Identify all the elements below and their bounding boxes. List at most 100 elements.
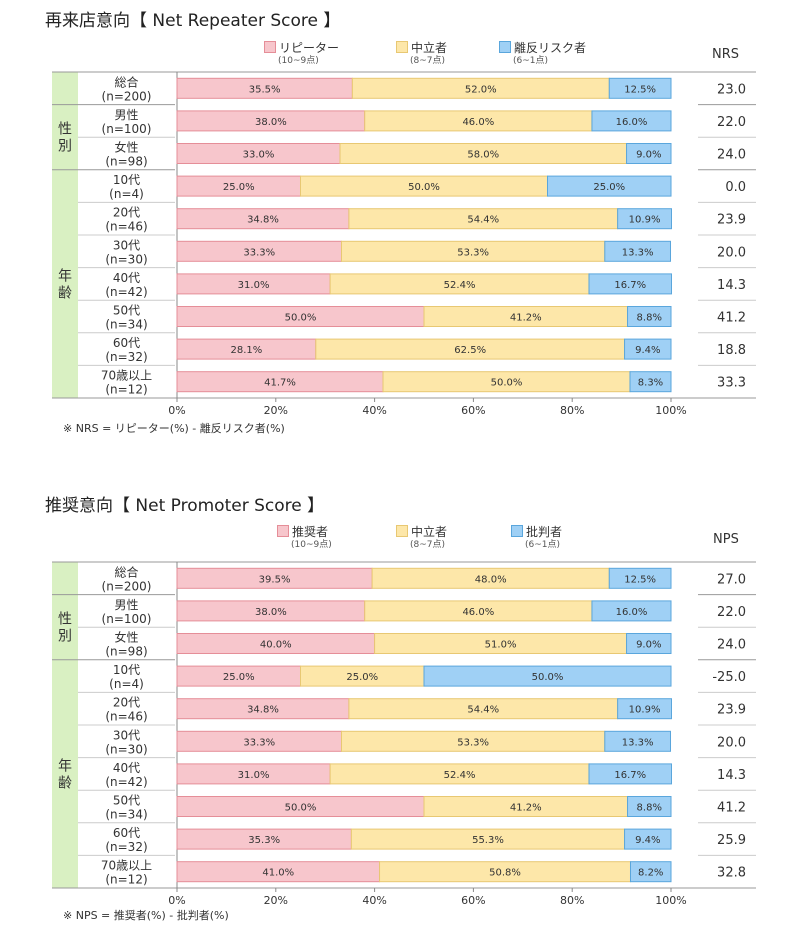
chart2-bar-segment: [423, 665, 672, 687]
chart1-row-label: 女性: [114, 140, 138, 155]
chart2-row-sample: (n=100): [102, 612, 152, 626]
chart1-row-label: 20代: [113, 206, 140, 220]
chart1-score-value: 20.0: [717, 245, 746, 260]
chart2-bar-segment: [604, 730, 672, 752]
chart1-row-label: 30代: [113, 238, 140, 252]
chart1-bar-segment: [627, 306, 672, 327]
chart2-row-sample: (n=34): [105, 808, 147, 822]
chart2-group-bg: [52, 594, 78, 660]
chart2-bar-label: 13.3%: [622, 737, 654, 748]
chart1-group-bg: [52, 169, 78, 398]
chart2-row-sample: (n=12): [105, 873, 147, 887]
chart1-x-tick-label: 80%: [560, 404, 584, 417]
chart2-row-sample: (n=46): [105, 710, 147, 724]
chart1-score-value: 23.0: [717, 82, 746, 97]
legend-swatch-icon: [511, 525, 523, 537]
chart1-bar-label: 50.0%: [491, 378, 523, 389]
legend-label: 中立者: [411, 41, 448, 55]
chart2-x-tick-label: 40%: [362, 894, 386, 907]
chart1-row-sample: (n=30): [105, 252, 147, 266]
legend-label: 離反リスク者: [514, 41, 587, 55]
chart2-note: ※ NPS = 推奨者(%) - 批判者(%): [63, 909, 229, 922]
chart1-x-tick-label: 40%: [362, 404, 386, 417]
chart2-bar-segment: [588, 763, 672, 785]
chart1-score-value: 0.0: [725, 180, 746, 195]
legend-sub: (6~1点): [513, 56, 549, 66]
chart1-bar-label: 58.0%: [467, 150, 499, 161]
chart2-bar-label: 52.4%: [444, 770, 476, 781]
chart1-row-label: 総合: [114, 74, 138, 89]
chart2-x-tick-label: 20%: [264, 894, 288, 907]
chart1-bar-label: 53.3%: [457, 247, 489, 258]
chart2-bar-label: 8.2%: [638, 868, 663, 879]
chart2-bar-label: 8.8%: [637, 803, 662, 814]
chart1-bar-label: 16.7%: [614, 280, 646, 291]
chart1-bar-label: 25.0%: [593, 182, 625, 193]
chart1-bar-segment: [547, 175, 672, 197]
chart2-score-header: NPS: [713, 532, 739, 547]
chart1-row-sample: (n=200): [102, 89, 152, 103]
chart2-bar-label: 9.0%: [636, 640, 661, 651]
chart1-bar-label: 52.0%: [465, 84, 497, 95]
chart2-bar-label: 12.5%: [624, 574, 656, 585]
chart2-bar-label: 54.4%: [467, 705, 499, 716]
chart2-row-sample: (n=4): [109, 677, 144, 691]
chart1-legend-neutral: 中立者 (8~7点): [396, 39, 447, 66]
chart1-bar-label: 25.0%: [223, 182, 255, 193]
chart2-row-label: 70歳以上: [101, 859, 152, 873]
chart2-bar-label: 50.0%: [285, 803, 317, 814]
chart2-bar-label: 41.0%: [262, 868, 294, 879]
legend-swatch-icon: [499, 41, 511, 53]
chart1-bar-segment: [604, 240, 672, 262]
chart2-bar-segment: [627, 796, 672, 817]
chart1-bar-label: 41.2%: [510, 313, 542, 324]
chart1-bar-label: 33.0%: [243, 150, 275, 161]
chart1-score-value: 22.0: [717, 115, 746, 130]
chart1-x-tick-label: 60%: [461, 404, 485, 417]
chart2-bar-label: 41.2%: [510, 803, 542, 814]
chart1-row-label: 40代: [113, 271, 140, 285]
chart2-bar-label: 10.9%: [629, 705, 661, 716]
chart2-bar-segment: [617, 698, 672, 720]
chart1-row-sample: (n=12): [105, 383, 147, 397]
chart1-group-label: 性: [58, 122, 72, 138]
chart2-score-value: 41.2: [717, 801, 746, 816]
chart2-group-label: 性: [58, 612, 72, 628]
chart2-row-sample: (n=200): [102, 579, 152, 593]
legend-label: 批判者: [526, 525, 563, 539]
chart1-bar-segment: [629, 371, 672, 393]
chart1-x-tick-label: 100%: [655, 404, 686, 417]
legend-swatch-icon: [396, 525, 408, 537]
chart2-bar-label: 46.0%: [462, 607, 494, 618]
chart1-bar-segment: [624, 338, 672, 360]
chart1-bar-label: 35.5%: [249, 84, 281, 95]
chart2-row-sample: (n=32): [105, 840, 147, 854]
chart1-bar-segment: [617, 208, 672, 230]
chart1-legend-repeater: リピーター (10~9点): [264, 39, 339, 66]
chart1-bar-label: 13.3%: [622, 247, 654, 258]
chart2-x-tick-label: 0%: [168, 894, 185, 907]
chart1-row-sample: (n=4): [109, 187, 144, 201]
chart2-score-value: 25.9: [717, 833, 746, 848]
chart1-bar-label: 9.4%: [635, 345, 660, 356]
chart1-group-bg: [52, 104, 78, 170]
chart1-bar-label: 54.4%: [467, 215, 499, 226]
chart2-score-value: 14.3: [717, 768, 746, 783]
chart1-group-bg: [52, 72, 78, 105]
chart1-score-value: 14.3: [717, 278, 746, 293]
chart2-score-value: 27.0: [717, 572, 746, 587]
chart1-bar-label: 31.0%: [238, 280, 270, 291]
chart1-row-label: 50代: [113, 304, 140, 318]
chart2-score-value: -25.0: [712, 670, 746, 685]
chart2-row-label: 20代: [113, 696, 140, 710]
chart2-bar-label: 50.0%: [532, 672, 564, 683]
chart1-legend-detractor: 離反リスク者 (6~1点): [499, 39, 586, 66]
chart2-bar-label: 38.0%: [255, 607, 287, 618]
chart1-bar-label: 9.0%: [636, 150, 661, 161]
chart1-row-sample: (n=46): [105, 220, 147, 234]
chart2-group-label: 年: [58, 758, 72, 774]
chart1-bar-label: 50.0%: [408, 182, 440, 193]
chart1-bar-label: 16.0%: [616, 117, 648, 128]
